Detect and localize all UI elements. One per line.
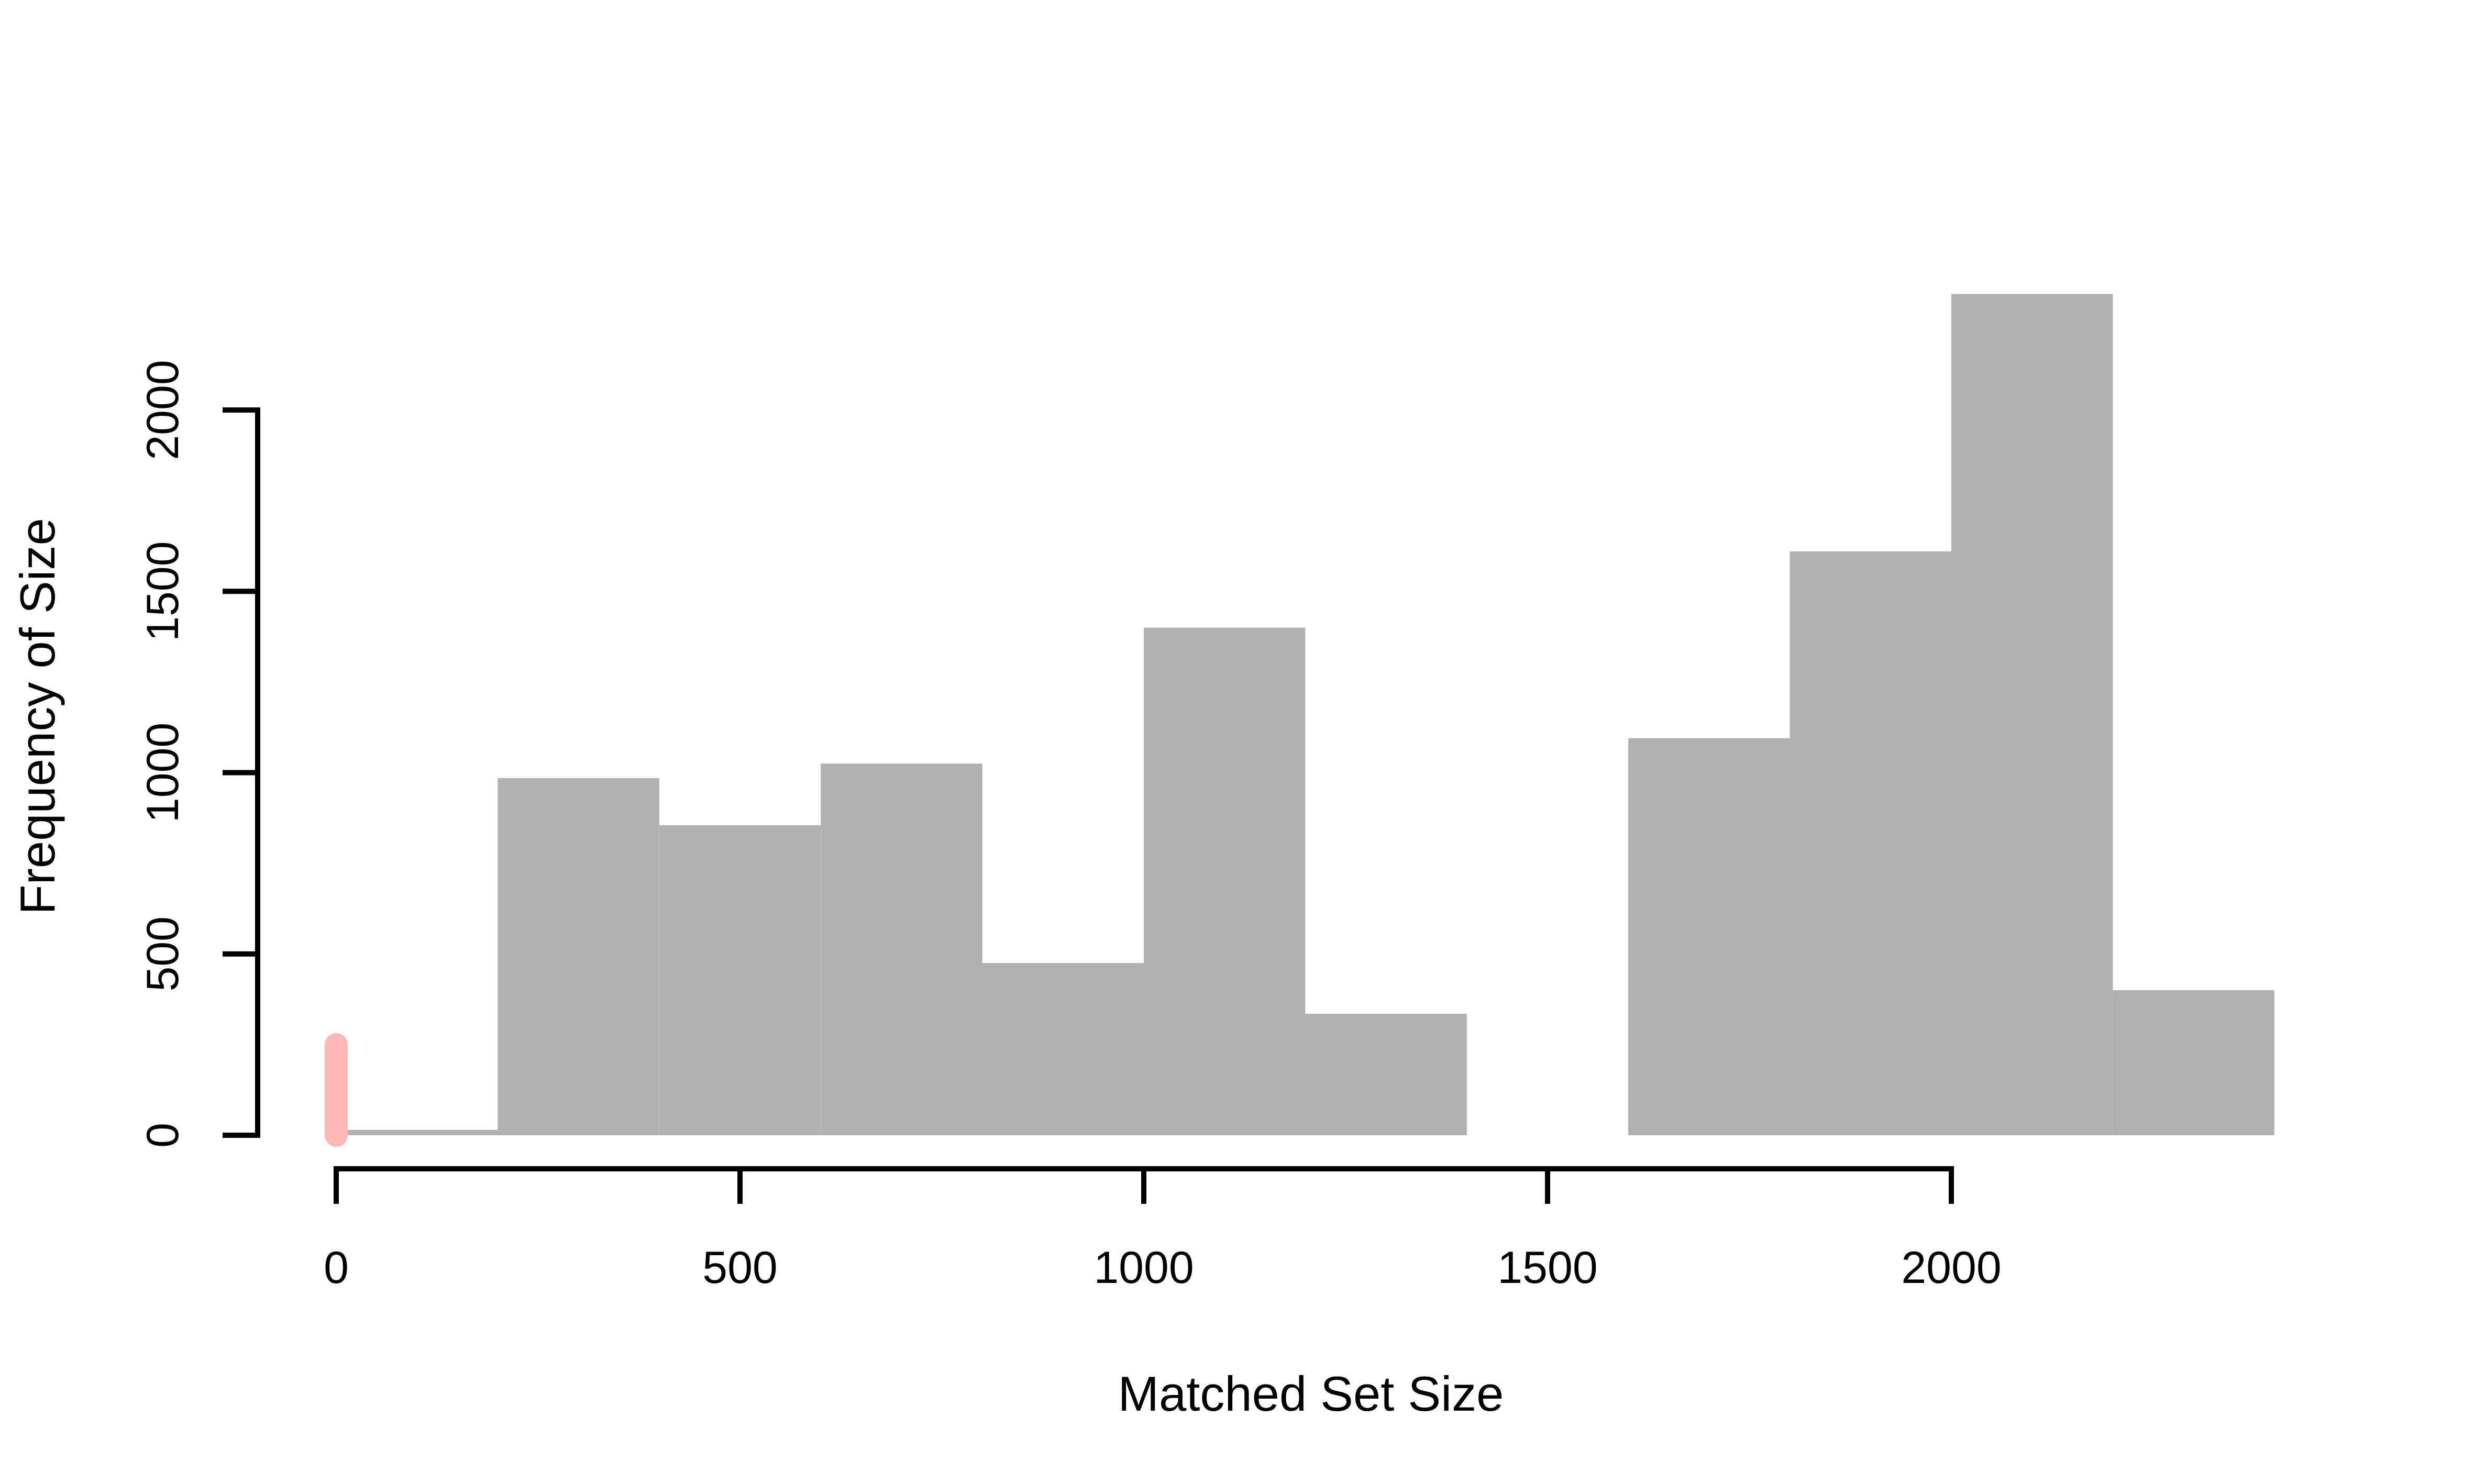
histogram-bar <box>498 778 659 1135</box>
histogram-bar <box>1305 1014 1467 1135</box>
x-tick-label: 1500 <box>1497 1243 1597 1293</box>
y-axis: 0 500 1000 1500 2000 <box>138 360 260 1148</box>
histogram-bar <box>2113 990 2274 1135</box>
histogram-bar <box>1951 294 2113 1135</box>
histogram-bar <box>1790 551 1951 1135</box>
y-tick-label: 1500 <box>138 541 188 641</box>
x-tick-label: 500 <box>702 1243 778 1293</box>
x-tick-label: 1000 <box>1094 1243 1194 1293</box>
x-tick-label: 0 <box>324 1243 349 1293</box>
y-axis-title: Frequency of Size <box>10 518 65 915</box>
histogram-bar <box>982 963 1144 1135</box>
x-axis: 0 500 1000 1500 2000 <box>324 1166 2002 1293</box>
histogram-bar <box>659 825 821 1135</box>
histogram-bar <box>1628 738 1790 1135</box>
x-tick-label: 2000 <box>1901 1243 2001 1293</box>
y-tick-label: 500 <box>138 916 188 992</box>
y-tick-label: 2000 <box>138 360 188 460</box>
histogram-bar <box>336 1129 498 1135</box>
bars-group <box>336 294 2274 1135</box>
x-axis-title: Matched Set Size <box>1118 1366 1504 1421</box>
histogram-bar <box>1144 627 1306 1135</box>
y-tick-label: 1000 <box>138 723 188 823</box>
histogram-bar <box>821 763 982 1135</box>
y-tick-label: 0 <box>138 1123 188 1148</box>
